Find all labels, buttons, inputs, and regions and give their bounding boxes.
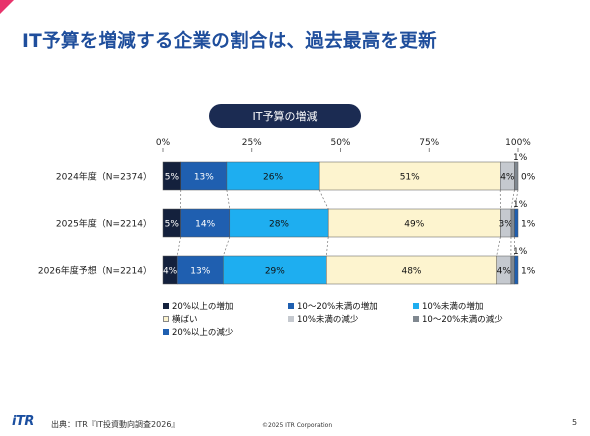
bar-segment	[318, 161, 501, 191]
data-label: 48%	[401, 267, 421, 277]
data-label: 0%	[521, 173, 536, 183]
data-label: 29%	[265, 267, 285, 277]
legend-swatch	[163, 316, 169, 322]
bar-segment	[327, 208, 501, 238]
x-tick-label: 75%	[419, 138, 439, 148]
x-tick-label: 25%	[242, 138, 262, 148]
copyright: ©2025 ITR Corporation	[262, 422, 333, 429]
data-label: 49%	[404, 220, 424, 230]
page-title: IT予算を増減する企業の割合は、過去最高を更新	[22, 31, 437, 52]
legend-swatch	[288, 303, 294, 309]
x-tick-label: 50%	[330, 138, 350, 148]
connector-line	[318, 189, 329, 210]
connector-line	[510, 189, 515, 210]
legend-label: 10～20%未満の減少	[422, 315, 503, 325]
legend-item-decrease-10-20: 10～20%未満の減少	[413, 313, 503, 325]
data-label: 13%	[194, 173, 214, 183]
legend-label: 20%以上の増加	[172, 302, 234, 312]
legend-label: 横ばい	[172, 315, 198, 325]
connector-line	[325, 236, 329, 257]
connector-line	[223, 236, 231, 257]
x-tick-label: 100%	[505, 138, 531, 148]
data-label: 5%	[165, 173, 180, 183]
page-number: 5	[572, 418, 578, 427]
legend-item-decrease-20plus: 20%以上の減少	[163, 326, 233, 338]
category-label: 2025年度（N=2214）	[56, 218, 152, 230]
connector-line	[496, 236, 501, 257]
data-label: 1%	[513, 200, 528, 210]
bar-segment	[514, 161, 519, 191]
data-label: 4%	[500, 173, 515, 183]
legend-item-decrease-under10: 10%未満の減少	[288, 313, 358, 325]
bar-segment	[229, 208, 329, 238]
itr-logo: iTR	[12, 414, 34, 429]
chart-title: IT予算の増減	[209, 104, 361, 128]
legend-swatch	[163, 303, 169, 309]
legend-label: 10%未満の増加	[422, 302, 484, 312]
data-label: 1%	[513, 247, 528, 257]
legend-swatch	[288, 316, 294, 322]
data-label: 4%	[163, 267, 178, 277]
legend-label: 10%未満の減少	[297, 315, 359, 325]
bar-segment	[180, 208, 231, 238]
source-note: 出典：ITR『IT投資動向調査2026』	[51, 420, 180, 429]
data-label: 5%	[165, 220, 180, 230]
category-label: 2026年度予想（N=2214）	[38, 265, 152, 277]
legend-item-increase-10-20: 10～20%未満の増加	[288, 300, 378, 312]
bar-segment	[510, 208, 515, 238]
bar-segment	[510, 255, 515, 285]
legend-swatch	[163, 329, 169, 335]
bar-segment	[514, 208, 519, 238]
data-label: 3%	[499, 220, 514, 230]
category-label: 2024年度（N=2374）	[56, 171, 152, 183]
bar-segment	[223, 255, 327, 285]
data-label: 51%	[400, 173, 420, 183]
x-tick-label: 0%	[156, 138, 171, 148]
data-label: 28%	[269, 220, 289, 230]
legend-swatch	[413, 316, 419, 322]
legend-label: 10～20%未満の増加	[297, 302, 378, 312]
data-label: 26%	[263, 173, 283, 183]
data-label: 4%	[497, 267, 512, 277]
bar-segment	[176, 255, 224, 285]
data-label: 1%	[521, 220, 536, 230]
bar-segment	[180, 161, 228, 191]
bar-segment	[514, 255, 519, 285]
bar-segment	[326, 255, 497, 285]
legend-item-increase-under10: 10%未満の増加	[413, 300, 483, 312]
data-label: 13%	[190, 267, 210, 277]
data-label: 1%	[521, 267, 536, 277]
connector-line	[226, 189, 231, 210]
legend-label: 20%以上の減少	[172, 328, 234, 338]
connector-line	[514, 189, 519, 210]
legend-item-increase-20plus: 20%以上の増加	[163, 300, 233, 312]
corner-accent	[0, 0, 14, 14]
data-label: 1%	[513, 153, 528, 163]
data-label: 14%	[195, 220, 215, 230]
connector-line	[176, 236, 181, 257]
legend-swatch	[413, 303, 419, 309]
bar-segment	[226, 161, 320, 191]
legend-item-flat: 横ばい	[163, 313, 198, 325]
